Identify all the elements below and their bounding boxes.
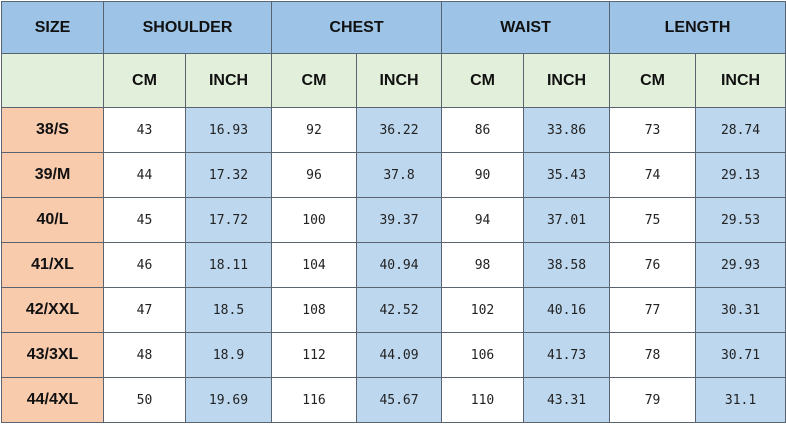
waist-cm-cell: 94: [441, 197, 525, 243]
length-inch-cell: 29.93: [695, 242, 786, 288]
chest-cm-cell: 112: [271, 332, 357, 378]
length-cm-header: CM: [609, 53, 697, 108]
waist-header: WAIST: [441, 1, 611, 54]
length-cm-cell: 79: [609, 377, 697, 423]
waist-cm-cell: 90: [441, 152, 525, 198]
length-cm-cell: 75: [609, 197, 697, 243]
length-inch-cell: 30.71: [695, 332, 786, 378]
table-row: 44/4XL 50 19.69 116 45.67 110 43.31 79 3…: [1, 377, 786, 423]
length-inch-cell: 29.53: [695, 197, 786, 243]
chest-cm-cell: 100: [271, 197, 357, 243]
unit-header-blank: [1, 53, 104, 108]
table-row: 38/S 43 16.93 92 36.22 86 33.86 73 28.74: [1, 107, 786, 153]
table-row: 40/L 45 17.72 100 39.37 94 37.01 75 29.5…: [1, 197, 786, 243]
table-body: 38/S 43 16.93 92 36.22 86 33.86 73 28.74…: [1, 107, 786, 423]
length-inch-cell: 29.13: [695, 152, 786, 198]
size-label: 42/XXL: [1, 287, 104, 333]
length-header: LENGTH: [609, 1, 786, 54]
length-cm-cell: 78: [609, 332, 697, 378]
size-label: 44/4XL: [1, 377, 104, 423]
chest-inch-cell: 42.52: [355, 287, 443, 333]
waist-cm-header: CM: [441, 53, 525, 108]
length-inch-cell: 31.1: [695, 377, 786, 423]
table-row: 39/M 44 17.32 96 37.8 90 35.43 74 29.13: [1, 152, 786, 198]
waist-cm-cell: 98: [441, 242, 525, 288]
chest-cm-header: CM: [271, 53, 357, 108]
length-inch-cell: 28.74: [695, 107, 786, 153]
shoulder-inch-cell: 18.9: [185, 332, 272, 378]
length-cm-cell: 74: [609, 152, 697, 198]
shoulder-cm-header: CM: [103, 53, 186, 108]
shoulder-inch-cell: 19.69: [185, 377, 272, 423]
chest-cm-cell: 108: [271, 287, 357, 333]
shoulder-cm-cell: 47: [103, 287, 186, 333]
length-cm-cell: 73: [609, 107, 697, 153]
chest-inch-cell: 37.8: [355, 152, 443, 198]
shoulder-header: SHOULDER: [103, 1, 272, 54]
table-row: 42/XXL 47 18.5 108 42.52 102 40.16 77 30…: [1, 287, 786, 333]
waist-inch-cell: 37.01: [523, 197, 611, 243]
waist-cm-cell: 102: [441, 287, 525, 333]
waist-cm-cell: 106: [441, 332, 525, 378]
chest-inch-header: INCH: [355, 53, 443, 108]
waist-cm-cell: 86: [441, 107, 525, 153]
shoulder-inch-cell: 17.72: [185, 197, 272, 243]
shoulder-inch-cell: 17.32: [185, 152, 272, 198]
size-label: 43/3XL: [1, 332, 104, 378]
chest-cm-cell: 96: [271, 152, 357, 198]
chest-inch-cell: 40.94: [355, 242, 443, 288]
shoulder-inch-cell: 18.11: [185, 242, 272, 288]
unit-header-row: CM INCH CM INCH CM INCH CM INCH: [1, 53, 786, 108]
shoulder-cm-cell: 50: [103, 377, 186, 423]
waist-inch-cell: 40.16: [523, 287, 611, 333]
waist-inch-cell: 43.31: [523, 377, 611, 423]
chest-cm-cell: 116: [271, 377, 357, 423]
chest-inch-cell: 44.09: [355, 332, 443, 378]
shoulder-inch-cell: 18.5: [185, 287, 272, 333]
shoulder-inch-cell: 16.93: [185, 107, 272, 153]
group-header-row: SIZE SHOULDER CHEST WAIST LENGTH: [1, 1, 786, 54]
chest-inch-cell: 45.67: [355, 377, 443, 423]
shoulder-cm-cell: 44: [103, 152, 186, 198]
table-row: 41/XL 46 18.11 104 40.94 98 38.58 76 29.…: [1, 242, 786, 288]
waist-inch-cell: 33.86: [523, 107, 611, 153]
shoulder-cm-cell: 43: [103, 107, 186, 153]
length-cm-cell: 77: [609, 287, 697, 333]
waist-inch-header: INCH: [523, 53, 611, 108]
shoulder-cm-cell: 46: [103, 242, 186, 288]
size-label: 39/M: [1, 152, 104, 198]
chest-cm-cell: 92: [271, 107, 357, 153]
waist-cm-cell: 110: [441, 377, 525, 423]
shoulder-inch-header: INCH: [185, 53, 272, 108]
table-row: 43/3XL 48 18.9 112 44.09 106 41.73 78 30…: [1, 332, 786, 378]
waist-inch-cell: 35.43: [523, 152, 611, 198]
waist-inch-cell: 38.58: [523, 242, 611, 288]
size-label: 40/L: [1, 197, 104, 243]
length-cm-cell: 76: [609, 242, 697, 288]
length-inch-header: INCH: [695, 53, 786, 108]
shoulder-cm-cell: 48: [103, 332, 186, 378]
chest-cm-cell: 104: [271, 242, 357, 288]
size-label: 38/S: [1, 107, 104, 153]
size-column-header: SIZE: [1, 1, 104, 54]
size-label: 41/XL: [1, 242, 104, 288]
shoulder-cm-cell: 45: [103, 197, 186, 243]
waist-inch-cell: 41.73: [523, 332, 611, 378]
chest-inch-cell: 39.37: [355, 197, 443, 243]
length-inch-cell: 30.31: [695, 287, 786, 333]
chest-header: CHEST: [270, 1, 443, 54]
chest-inch-cell: 36.22: [355, 107, 443, 153]
table-header: SIZE SHOULDER CHEST WAIST LENGTH CM INCH…: [1, 1, 786, 108]
